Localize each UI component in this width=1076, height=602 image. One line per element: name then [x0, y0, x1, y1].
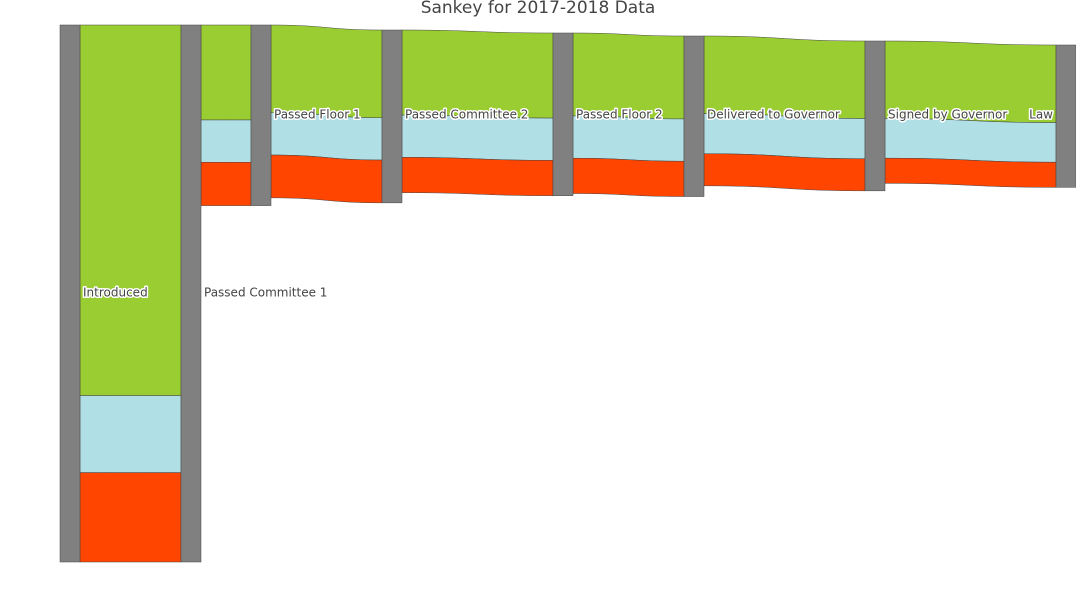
node-passed-floor-1[interactable]: [250, 24, 272, 206]
link-passed-floor-2-to-delivered-to-governor-0[interactable]: [572, 32, 685, 120]
link-passed-committee-2-to-passed-floor-2-0[interactable]: [401, 29, 554, 119]
node-label-passed-committee-1: Passed Committee 1: [204, 286, 327, 300]
chart-title: Sankey for 2017-2018 Data: [421, 0, 656, 18]
link-passed-committee-1-to-passed-floor-1-1[interactable]: [200, 119, 252, 163]
link-introduced-to-passed-committee-1-2[interactable]: [79, 472, 182, 563]
node-label-introduced: Introduced: [83, 286, 148, 300]
node-law[interactable]: [1055, 44, 1076, 188]
nodes-layer: [59, 24, 1076, 563]
link-signed-by-governor-to-law-2[interactable]: [884, 157, 1057, 188]
link-introduced-to-passed-committee-1-1[interactable]: [79, 395, 182, 473]
link-delivered-to-governor-to-signed-by-governor-2[interactable]: [703, 153, 866, 192]
node-passed-floor-2[interactable]: [552, 32, 574, 196]
node-passed-committee-1[interactable]: [180, 24, 202, 563]
node-delivered-to-governor[interactable]: [683, 35, 705, 197]
link-passed-committee-1-to-passed-floor-1-2[interactable]: [200, 162, 252, 206]
node-introduced[interactable]: [59, 24, 81, 563]
node-label-passed-floor-2: Passed Floor 2: [576, 108, 663, 122]
link-passed-committee-1-to-passed-floor-1-0[interactable]: [200, 24, 252, 121]
labels-layer: Introduced Passed Committee 1 Passed Floor…: [82, 106, 1055, 301]
link-delivered-to-governor-to-signed-by-governor-0[interactable]: [703, 35, 866, 119]
links-layer: [79, 24, 1057, 563]
node-label-signed-by-governor: Signed by Governor: [888, 108, 1007, 122]
link-passed-floor-1-to-passed-committee-2-0[interactable]: [270, 24, 383, 119]
link-signed-by-governor-to-law-1[interactable]: [884, 118, 1057, 163]
link-passed-committee-2-to-passed-floor-2-1[interactable]: [401, 114, 554, 161]
link-passed-committee-2-to-passed-floor-2-2[interactable]: [401, 157, 554, 196]
link-passed-floor-2-to-delivered-to-governor-2[interactable]: [572, 157, 685, 197]
node-label-passed-committee-2: Passed Committee 2: [405, 108, 528, 122]
node-label-passed-floor-1: Passed Floor 1: [274, 108, 361, 122]
node-signed-by-governor[interactable]: [864, 40, 886, 192]
link-passed-floor-2-to-delivered-to-governor-1[interactable]: [572, 115, 685, 162]
link-passed-floor-1-to-passed-committee-2-2[interactable]: [270, 154, 383, 204]
link-introduced-to-passed-committee-1-0[interactable]: [79, 24, 182, 396]
node-label-delivered-to-governor: Delivered to Governor: [707, 108, 840, 122]
node-passed-committee-2[interactable]: [381, 29, 403, 204]
node-label-law: Law: [1029, 108, 1053, 122]
